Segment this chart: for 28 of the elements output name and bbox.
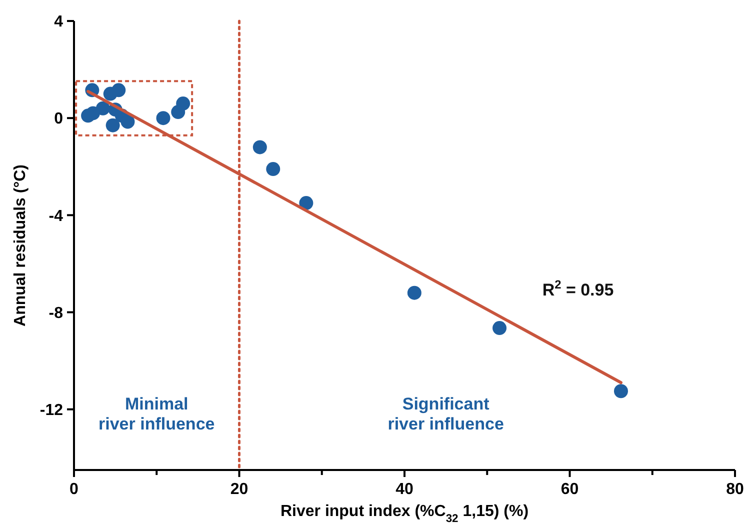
- point: [407, 286, 422, 300]
- point: [252, 140, 267, 154]
- annotation: Minimal river influence: [98, 394, 215, 434]
- x-axis-title: River input index (%C$_{32}$ 1,15) (%): [280, 503, 529, 523]
- point: [176, 96, 190, 111]
- point: [112, 83, 126, 98]
- y-tick-label: -8: [48, 304, 64, 322]
- y-tick-label: -4: [48, 208, 64, 225]
- point: [96, 101, 110, 116]
- x-tick-label: 80: [726, 481, 744, 498]
- y-tick-label: -12: [40, 402, 64, 419]
- y-tick-label: 0: [54, 110, 64, 128]
- x-tick-label: 0: [70, 481, 79, 498]
- x-tick-label: 60: [560, 481, 579, 498]
- y-tick-label: 4: [54, 14, 64, 31]
- point: [120, 114, 135, 129]
- point: [81, 108, 96, 123]
- point: [492, 321, 507, 336]
- y-axis-title: Annual residuals (°C): [12, 164, 29, 326]
- point: [266, 162, 280, 176]
- point: [156, 111, 170, 126]
- x-tick-label: 40: [396, 481, 414, 498]
- point: [106, 118, 120, 132]
- x-tick-label: 20: [230, 481, 248, 498]
- point: [614, 384, 628, 398]
- point: [299, 196, 314, 210]
- annotation: R$^{2}$ = 0.95: [542, 277, 614, 300]
- annotation: Significant river influence: [388, 394, 504, 434]
